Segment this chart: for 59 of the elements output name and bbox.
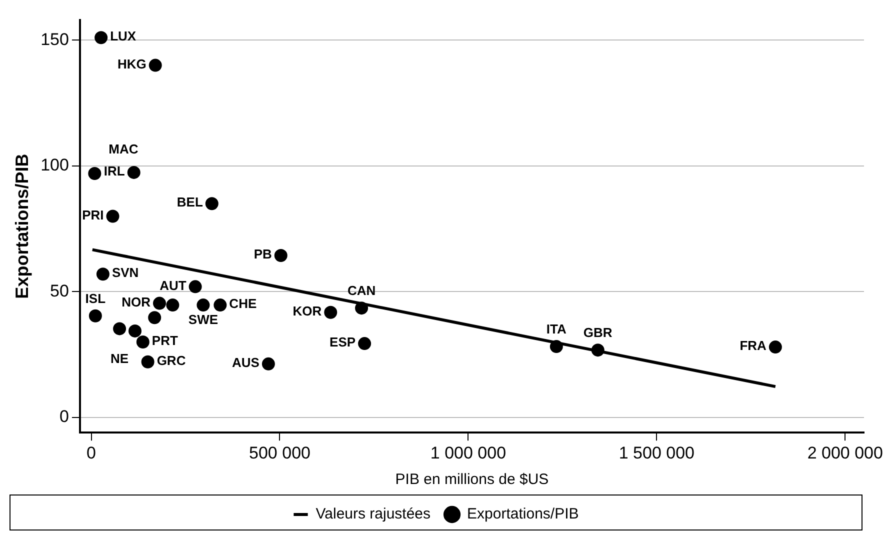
- point: [127, 166, 140, 179]
- data-label: HKG: [117, 56, 146, 72]
- data-label: ISL: [85, 290, 106, 306]
- point: [106, 210, 120, 223]
- y-tick-label: 0: [59, 407, 69, 426]
- y-tick-label: 100: [40, 156, 69, 175]
- point: [358, 337, 372, 350]
- data-label: CHE: [229, 296, 257, 312]
- data-label: ESP: [330, 334, 356, 350]
- data-label: SWE: [188, 312, 218, 328]
- point: [148, 58, 162, 72]
- point: [188, 280, 202, 294]
- data-label: KOR: [292, 303, 322, 318]
- point: [88, 166, 102, 180]
- data-label: PRT: [152, 333, 178, 348]
- point: [128, 324, 142, 338]
- point: [141, 355, 154, 368]
- data-label: ITA: [546, 322, 568, 337]
- point: [113, 322, 126, 336]
- data-label: BEL: [176, 194, 203, 210]
- point: [262, 357, 275, 370]
- point: [324, 306, 338, 319]
- point: [214, 298, 227, 312]
- point: [768, 340, 782, 354]
- x-tick-label: 1 000 000: [430, 443, 506, 462]
- data-label: AUT: [160, 278, 186, 293]
- data-label: AUS: [232, 354, 260, 370]
- point: [205, 197, 218, 210]
- point: [274, 248, 288, 262]
- point: [88, 309, 102, 322]
- x-tick-label: 1 500 000: [618, 443, 695, 462]
- x-tick-label: 500 000: [249, 443, 310, 462]
- data-label: SVN: [112, 265, 139, 280]
- point: [148, 311, 162, 324]
- data-label: IRL: [104, 164, 125, 179]
- data-label: CAN: [347, 283, 376, 298]
- legend-label: Valeurs rajustées: [316, 506, 431, 523]
- data-label: MAC: [108, 142, 139, 157]
- data-label: NE: [110, 350, 129, 366]
- point: [94, 31, 108, 44]
- point: [196, 298, 210, 312]
- data-label: PRI: [82, 207, 104, 222]
- y-axis-title: Exportations/PIB: [12, 154, 32, 299]
- x-tick-label: 2 000 000: [807, 443, 883, 462]
- data-label: LUX: [110, 28, 136, 44]
- legend-label: Exportations/PIB: [467, 506, 579, 523]
- y-tick-label: 150: [40, 30, 69, 49]
- data-label: NOR: [122, 294, 152, 310]
- data-label: PB: [254, 246, 272, 262]
- point: [96, 268, 110, 281]
- data-label: GBR: [583, 325, 613, 340]
- point: [136, 336, 150, 349]
- point: [153, 296, 166, 310]
- y-tick-label: 50: [50, 281, 69, 300]
- data-label: FRA: [740, 338, 768, 354]
- point: [166, 298, 180, 312]
- x-tick-label: 0: [86, 443, 96, 462]
- data-label: GRC: [156, 352, 186, 368]
- x-axis-title: PIB en millions de $US: [395, 471, 549, 488]
